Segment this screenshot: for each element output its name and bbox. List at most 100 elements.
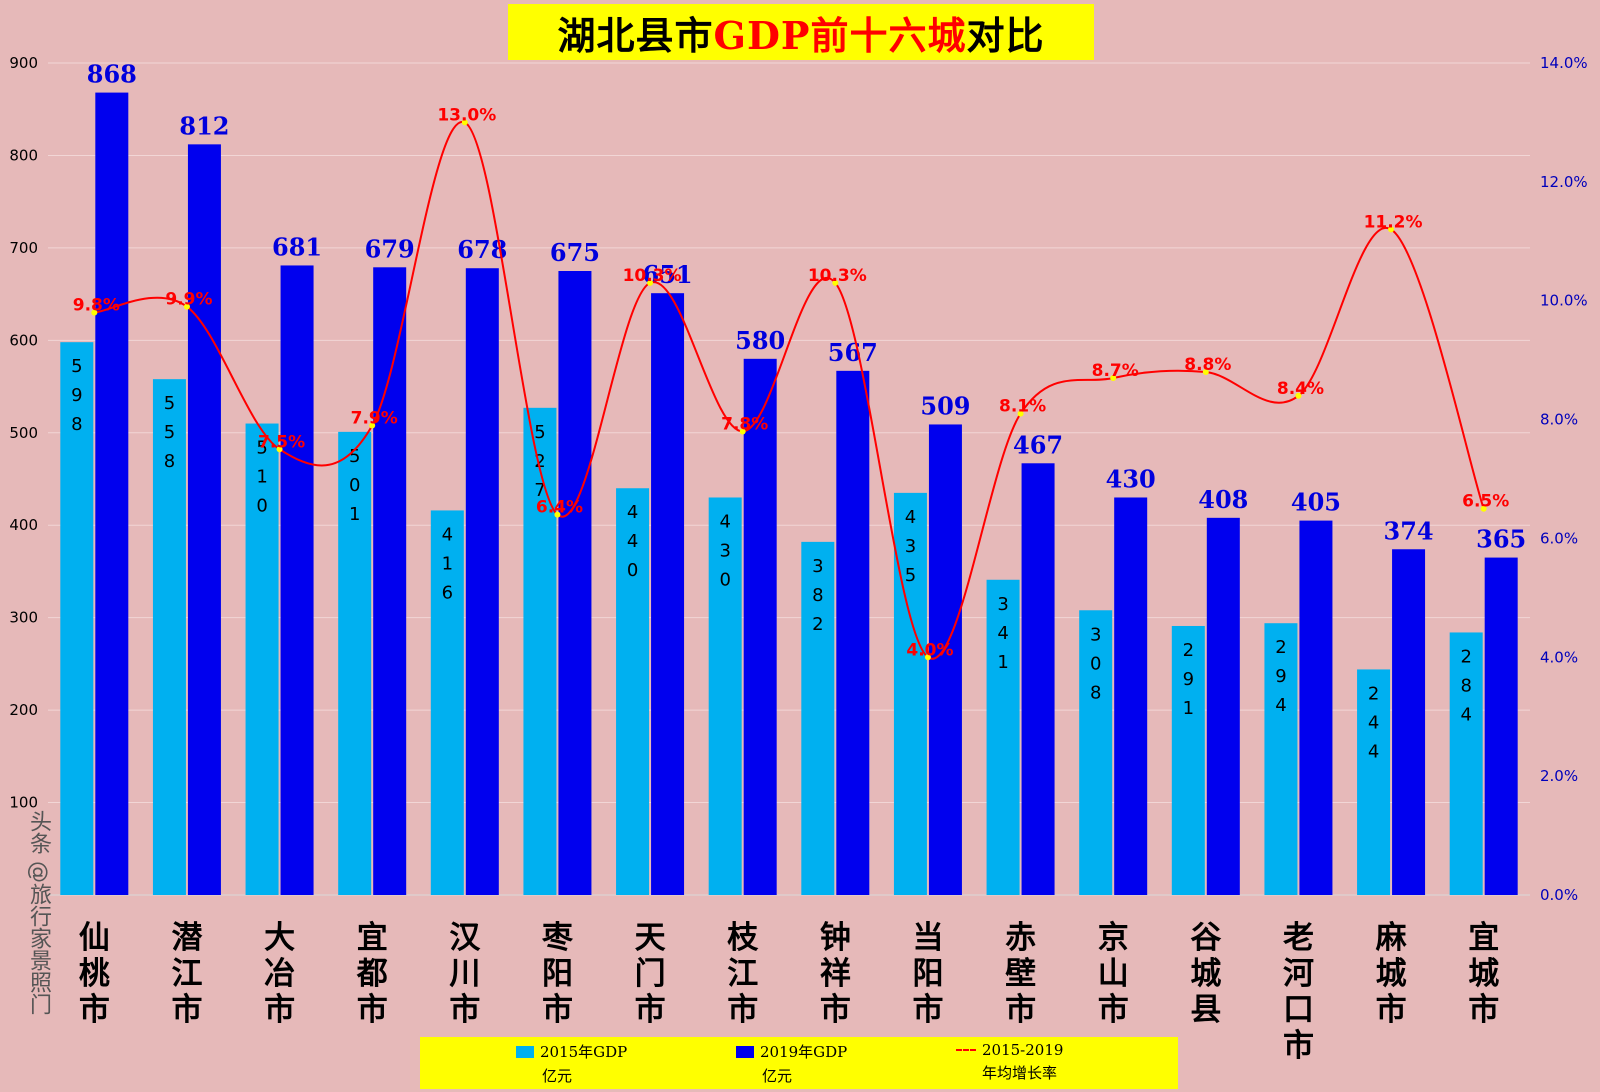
growth-point <box>1388 226 1395 233</box>
bar-2015-label-digit: 5 <box>256 438 267 459</box>
legend-swatch-2015 <box>516 1045 534 1058</box>
legend-swatch-growth <box>956 1049 976 1051</box>
x-category-label-char: 市 <box>542 992 573 1028</box>
x-category-label-char: 谷 <box>1190 920 1221 956</box>
bar-2019-label: 812 <box>179 111 229 140</box>
bar-2019-label: 430 <box>1106 464 1156 493</box>
x-category-label-char: 市 <box>1468 992 1499 1028</box>
bar-2015-label-digit: 5 <box>905 565 916 586</box>
growth-label: 4.0% <box>906 640 953 660</box>
growth-label: 9.8% <box>73 296 120 316</box>
bar-2015-label-digit: 3 <box>1090 624 1101 645</box>
bar-2015-label-digit: 0 <box>256 496 267 517</box>
x-category-label-char: 门 <box>635 956 666 992</box>
x-category-label-char: 山 <box>1098 956 1129 992</box>
legend-item-2019: 2019年GDP 亿元 <box>736 1041 847 1086</box>
x-category-label-char: 市 <box>1283 1028 1314 1064</box>
x-category-label-char: 市 <box>171 992 202 1028</box>
bar-2019 <box>1484 557 1518 895</box>
growth-label: 9.9% <box>165 290 212 310</box>
x-category-label-char: 口 <box>1283 992 1314 1028</box>
bar-2015-label-digit: 2 <box>1183 640 1194 661</box>
bar-2015-label-digit: 9 <box>1275 666 1286 687</box>
growth-label: 7.8% <box>721 414 768 434</box>
bar-2019-label: 405 <box>1291 488 1341 517</box>
bar-2015 <box>616 488 650 895</box>
growth-point <box>1017 410 1024 417</box>
bar-2019 <box>558 271 592 895</box>
bar-2019-label: 679 <box>365 234 415 263</box>
growth-point <box>739 428 746 435</box>
growth-label: 13.0% <box>437 105 496 125</box>
bar-2015-label-digit: 5 <box>164 393 175 414</box>
x-category-label-char: 当 <box>912 920 943 956</box>
x-category-label-char: 老 <box>1283 920 1314 956</box>
bar-2019-label: 681 <box>272 232 322 261</box>
x-category-label-char: 市 <box>820 992 851 1028</box>
bar-2015-label-digit: 9 <box>1183 669 1194 690</box>
growth-label: 8.8% <box>1184 355 1231 375</box>
bar-2015-label-digit: 0 <box>1090 653 1101 674</box>
bar-2015-label-digit: 0 <box>349 475 360 496</box>
growth-point <box>832 279 839 286</box>
bar-2019-label: 467 <box>1013 430 1063 459</box>
growth-point <box>1202 369 1209 376</box>
growth-point <box>1295 392 1302 399</box>
x-category-label-char: 大 <box>264 920 295 956</box>
y-right-tick-label: 4.0% <box>1540 648 1578 666</box>
y-right-tick-label: 14.0% <box>1540 54 1588 72</box>
bar-2015 <box>1264 623 1298 895</box>
y-right-tick-label: 12.0% <box>1540 173 1588 191</box>
legend-2015-line2: 亿元 <box>542 1067 573 1085</box>
growth-label: 6.5% <box>1462 492 1509 512</box>
bar-2019 <box>743 358 777 895</box>
bar-2015-label-digit: 1 <box>442 553 453 574</box>
bar-2015-label-digit: 4 <box>997 623 1008 644</box>
x-category-label-char: 赤 <box>1005 920 1036 956</box>
legend-2019-line1: 2019年GDP <box>760 1043 848 1061</box>
bar-2015-label-digit: 6 <box>442 582 453 603</box>
x-category-label-char: 市 <box>1098 992 1129 1028</box>
growth-line <box>94 121 1485 660</box>
bar-2015-label-digit: 4 <box>627 531 638 552</box>
growth-point <box>91 309 98 316</box>
y-left-tick-label: 200 <box>9 701 38 719</box>
bar-2015-label-digit: 1 <box>997 652 1008 673</box>
title-part3: 对比 <box>966 12 1045 58</box>
bar-2015-label-digit: 4 <box>442 524 453 545</box>
bar-2015-label-digit: 8 <box>1460 675 1471 696</box>
bar-2015-label-digit: 4 <box>905 507 916 528</box>
bar-2015-label-digit: 4 <box>1368 741 1379 762</box>
growth-point <box>276 446 283 453</box>
bar-2019-label: 868 <box>87 60 137 89</box>
y-left-tick-label: 700 <box>9 239 38 257</box>
bar-2015 <box>893 492 927 895</box>
chart-title: 湖北县市 GDP前十六城 对比 <box>508 4 1094 60</box>
bar-2015-label-digit: 1 <box>256 467 267 488</box>
bar-2015-label-digit: 8 <box>1090 682 1101 703</box>
x-category-label-char: 市 <box>1005 992 1036 1028</box>
x-category-label-char: 城 <box>1376 956 1407 992</box>
bar-2015-label-digit: 2 <box>1368 683 1379 704</box>
bar-2019 <box>1392 549 1426 895</box>
bar-2015-label-digit: 5 <box>71 356 82 377</box>
bar-2019-label: 675 <box>550 238 600 267</box>
bar-2019 <box>95 92 129 896</box>
x-category-label-char: 汉 <box>449 920 481 956</box>
bar-2019 <box>1114 497 1148 895</box>
legend-growth-line2: 年均增长率 <box>982 1064 1058 1082</box>
x-category-label-char: 市 <box>727 992 758 1028</box>
bar-2015-label-digit: 8 <box>71 414 82 435</box>
bar-2015-label-digit: 1 <box>349 504 360 525</box>
x-category-label-char: 市 <box>912 992 943 1028</box>
x-category-label-char: 江 <box>727 956 758 992</box>
growth-point <box>183 303 190 310</box>
bar-2015 <box>986 579 1020 895</box>
title-part1: 湖北县市 <box>557 12 714 58</box>
y-left-tick-label: 900 <box>9 54 38 72</box>
x-category-label-char: 壁 <box>1005 956 1036 992</box>
y-left-tick-label: 100 <box>9 794 38 812</box>
legend-2015-line1: 2015年GDP <box>540 1043 628 1061</box>
title-part2: GDP前十六城 <box>713 12 967 58</box>
